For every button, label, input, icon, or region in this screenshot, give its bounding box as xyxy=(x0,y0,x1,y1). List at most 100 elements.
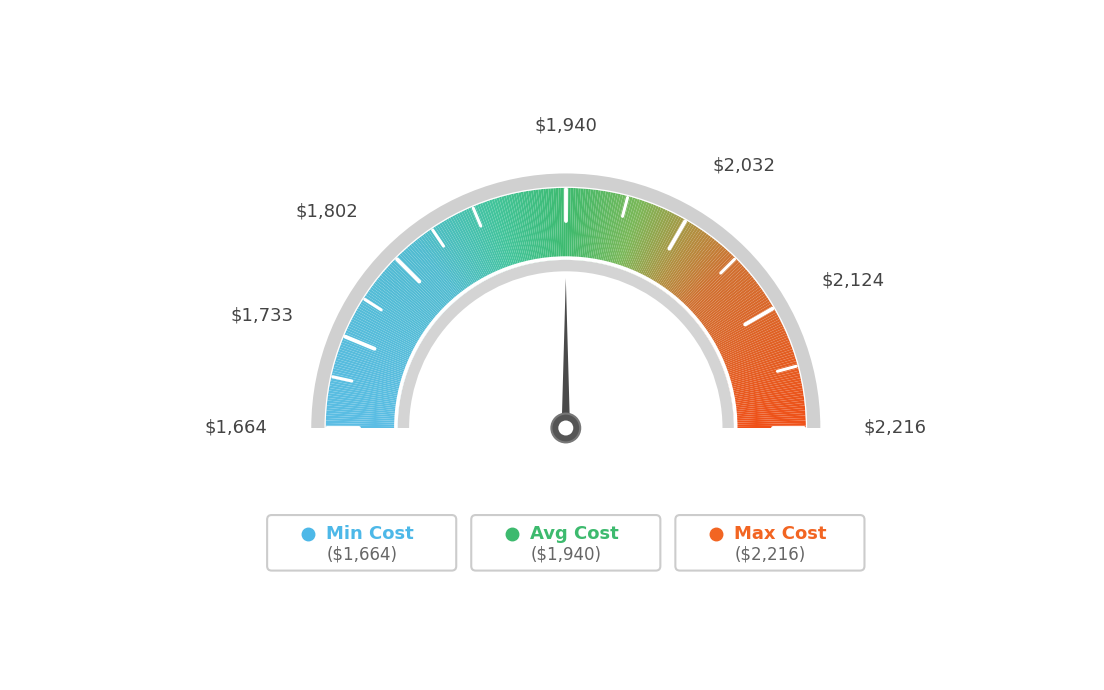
Wedge shape xyxy=(578,188,586,261)
Wedge shape xyxy=(385,267,440,317)
Wedge shape xyxy=(528,190,541,262)
Wedge shape xyxy=(673,243,721,299)
Wedge shape xyxy=(335,361,404,383)
Wedge shape xyxy=(640,213,675,278)
FancyBboxPatch shape xyxy=(676,515,864,571)
Wedge shape xyxy=(711,306,774,344)
Wedge shape xyxy=(732,391,804,404)
Wedge shape xyxy=(521,192,537,263)
Wedge shape xyxy=(332,371,403,390)
Wedge shape xyxy=(538,189,549,261)
Wedge shape xyxy=(714,315,778,350)
Wedge shape xyxy=(720,333,787,363)
Wedge shape xyxy=(426,231,470,291)
Text: $2,032: $2,032 xyxy=(712,156,775,175)
Wedge shape xyxy=(731,380,802,397)
Wedge shape xyxy=(665,234,709,293)
Wedge shape xyxy=(519,192,534,263)
Wedge shape xyxy=(358,306,421,344)
Wedge shape xyxy=(625,203,651,271)
Wedge shape xyxy=(325,187,807,428)
Wedge shape xyxy=(337,354,406,377)
Wedge shape xyxy=(619,200,645,269)
Wedge shape xyxy=(450,217,487,281)
Wedge shape xyxy=(733,413,806,420)
Wedge shape xyxy=(331,375,402,393)
Text: $2,124: $2,124 xyxy=(821,271,884,290)
Wedge shape xyxy=(428,229,471,290)
Wedge shape xyxy=(394,258,447,310)
Wedge shape xyxy=(482,202,509,270)
Wedge shape xyxy=(567,188,571,260)
Wedge shape xyxy=(355,310,420,347)
Wedge shape xyxy=(362,299,424,339)
Wedge shape xyxy=(397,260,734,428)
Wedge shape xyxy=(485,201,510,270)
Wedge shape xyxy=(396,257,448,309)
Wedge shape xyxy=(582,189,591,261)
Wedge shape xyxy=(722,339,790,368)
Wedge shape xyxy=(645,217,681,281)
Wedge shape xyxy=(733,406,805,414)
Wedge shape xyxy=(592,191,606,262)
Wedge shape xyxy=(327,400,399,411)
Wedge shape xyxy=(628,205,657,273)
Wedge shape xyxy=(372,285,431,329)
Wedge shape xyxy=(719,328,785,359)
Wedge shape xyxy=(311,173,820,428)
Wedge shape xyxy=(721,335,788,364)
Wedge shape xyxy=(453,215,488,280)
Wedge shape xyxy=(716,322,782,355)
Wedge shape xyxy=(656,225,697,287)
Wedge shape xyxy=(459,212,492,277)
Wedge shape xyxy=(336,359,405,381)
Wedge shape xyxy=(652,223,692,285)
Wedge shape xyxy=(350,322,415,355)
Wedge shape xyxy=(726,359,796,381)
Wedge shape xyxy=(723,344,792,371)
Wedge shape xyxy=(516,193,532,264)
Wedge shape xyxy=(618,199,643,268)
Wedge shape xyxy=(681,253,732,306)
Wedge shape xyxy=(330,380,401,397)
Wedge shape xyxy=(721,337,789,366)
Wedge shape xyxy=(565,188,569,260)
Wedge shape xyxy=(493,198,517,268)
Wedge shape xyxy=(342,337,411,366)
Wedge shape xyxy=(675,244,723,301)
Wedge shape xyxy=(339,346,407,373)
Wedge shape xyxy=(718,326,784,358)
Wedge shape xyxy=(341,339,410,368)
Wedge shape xyxy=(526,191,540,262)
Wedge shape xyxy=(418,237,464,295)
Wedge shape xyxy=(731,386,803,400)
Wedge shape xyxy=(400,253,450,306)
Wedge shape xyxy=(701,285,760,329)
FancyBboxPatch shape xyxy=(471,515,660,571)
Wedge shape xyxy=(659,228,701,289)
Wedge shape xyxy=(379,275,436,322)
Wedge shape xyxy=(573,188,578,260)
Wedge shape xyxy=(415,240,461,297)
Wedge shape xyxy=(497,197,519,267)
Wedge shape xyxy=(338,351,406,376)
Wedge shape xyxy=(338,349,407,375)
Wedge shape xyxy=(444,220,481,284)
Wedge shape xyxy=(730,373,800,391)
Wedge shape xyxy=(326,415,397,421)
Wedge shape xyxy=(704,291,764,333)
Wedge shape xyxy=(466,208,498,275)
Wedge shape xyxy=(643,214,677,279)
Wedge shape xyxy=(583,189,594,261)
Text: Avg Cost: Avg Cost xyxy=(530,524,618,542)
Text: $2,216: $2,216 xyxy=(863,419,927,437)
Wedge shape xyxy=(381,273,437,321)
Wedge shape xyxy=(594,191,608,263)
Wedge shape xyxy=(403,250,454,304)
Wedge shape xyxy=(710,304,773,342)
Wedge shape xyxy=(693,271,750,319)
Wedge shape xyxy=(732,388,803,402)
Text: ($1,664): ($1,664) xyxy=(326,546,397,564)
Wedge shape xyxy=(725,354,795,377)
Wedge shape xyxy=(397,260,734,428)
